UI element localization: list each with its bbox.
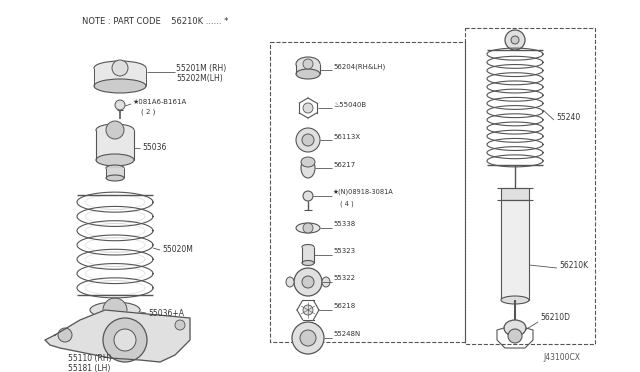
Text: 55201M (RH): 55201M (RH) xyxy=(176,64,227,74)
Text: 55110 (RH): 55110 (RH) xyxy=(68,353,111,362)
Bar xyxy=(106,168,124,178)
Text: 55240: 55240 xyxy=(556,112,580,122)
Circle shape xyxy=(303,305,313,315)
Ellipse shape xyxy=(94,61,146,75)
Bar xyxy=(94,68,146,86)
Circle shape xyxy=(58,328,72,342)
Bar xyxy=(96,130,134,160)
Circle shape xyxy=(508,329,522,343)
Text: 55036: 55036 xyxy=(142,144,166,153)
Text: ♨55040B: ♨55040B xyxy=(333,102,366,108)
Polygon shape xyxy=(45,310,190,362)
Circle shape xyxy=(303,59,313,69)
Text: ★(N)08918-3081A: ★(N)08918-3081A xyxy=(333,189,394,195)
Ellipse shape xyxy=(106,175,124,181)
Text: NOTE : PART CODE    56210K ...... *: NOTE : PART CODE 56210K ...... * xyxy=(82,17,228,26)
Ellipse shape xyxy=(286,277,294,287)
Circle shape xyxy=(103,298,127,322)
Ellipse shape xyxy=(106,165,124,171)
Circle shape xyxy=(303,191,313,201)
Ellipse shape xyxy=(504,320,526,336)
Circle shape xyxy=(303,223,313,233)
Circle shape xyxy=(103,318,147,362)
Text: 55181 (LH): 55181 (LH) xyxy=(68,363,110,372)
Text: ★081A6-B161A: ★081A6-B161A xyxy=(133,99,188,105)
Ellipse shape xyxy=(296,69,320,79)
Circle shape xyxy=(106,121,124,139)
Ellipse shape xyxy=(302,260,314,266)
Ellipse shape xyxy=(322,277,330,287)
Ellipse shape xyxy=(301,157,315,167)
Ellipse shape xyxy=(96,154,134,166)
Text: 56204(RH&LH): 56204(RH&LH) xyxy=(333,64,385,70)
Text: 56210K: 56210K xyxy=(559,260,588,269)
Circle shape xyxy=(294,268,322,296)
Circle shape xyxy=(296,128,320,152)
Circle shape xyxy=(302,276,314,288)
Text: 56217: 56217 xyxy=(333,162,355,168)
Text: ( 4 ): ( 4 ) xyxy=(340,201,354,207)
Ellipse shape xyxy=(301,158,315,178)
Text: 55036+A: 55036+A xyxy=(148,308,184,317)
Ellipse shape xyxy=(302,244,314,250)
Bar xyxy=(501,200,529,300)
Ellipse shape xyxy=(96,124,134,136)
Bar xyxy=(270,42,465,342)
Text: 56218: 56218 xyxy=(333,303,355,309)
Bar xyxy=(296,64,320,74)
Text: 55338: 55338 xyxy=(333,221,355,227)
Text: 55202M(LH): 55202M(LH) xyxy=(176,74,223,83)
Text: 56113X: 56113X xyxy=(333,134,360,140)
Bar xyxy=(302,247,314,263)
Text: ( 2 ): ( 2 ) xyxy=(141,109,156,115)
Circle shape xyxy=(175,320,185,330)
Text: 55323: 55323 xyxy=(333,248,355,254)
Bar xyxy=(465,28,595,344)
Circle shape xyxy=(292,322,324,354)
Text: 55322: 55322 xyxy=(333,275,355,281)
Ellipse shape xyxy=(90,302,140,318)
Circle shape xyxy=(115,100,125,110)
Text: 56210D: 56210D xyxy=(540,314,570,323)
Text: 55248N: 55248N xyxy=(333,331,360,337)
Text: 55020M: 55020M xyxy=(162,246,193,254)
Ellipse shape xyxy=(296,223,320,233)
Ellipse shape xyxy=(501,296,529,304)
Circle shape xyxy=(505,30,525,50)
Text: J43100CX: J43100CX xyxy=(543,353,580,362)
Bar xyxy=(501,188,529,200)
Ellipse shape xyxy=(94,79,146,93)
Ellipse shape xyxy=(296,57,320,71)
Circle shape xyxy=(300,330,316,346)
Circle shape xyxy=(511,36,519,44)
Circle shape xyxy=(114,329,136,351)
Circle shape xyxy=(303,103,313,113)
Circle shape xyxy=(302,134,314,146)
Circle shape xyxy=(112,60,128,76)
